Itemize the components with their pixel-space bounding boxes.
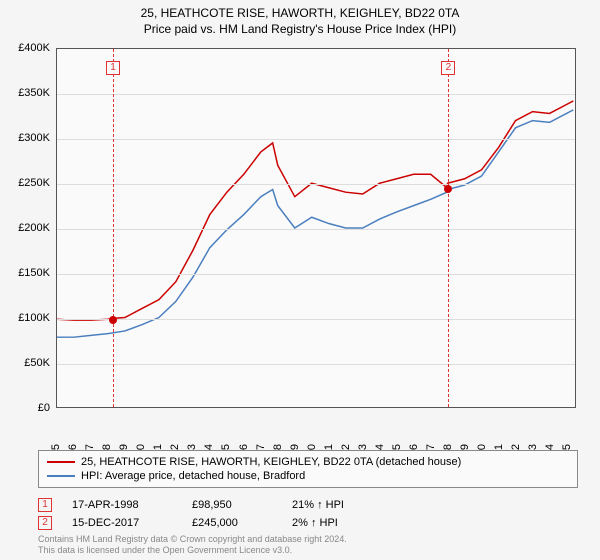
- sale-pct: 21% ↑ HPI: [292, 499, 382, 511]
- footer-line2: This data is licensed under the Open Gov…: [38, 545, 347, 556]
- legend-item: HPI: Average price, detached house, Brad…: [47, 469, 569, 483]
- sale-marker-badge: 1: [38, 498, 52, 512]
- gridline: [57, 319, 575, 320]
- y-tick-label: £300K: [18, 132, 50, 144]
- gridline: [57, 364, 575, 365]
- sale-marker-badge: 2: [38, 516, 52, 530]
- y-axis-labels: £0£50K£100K£150K£200K£250K£300K£350K£400…: [0, 48, 54, 408]
- y-tick-label: £0: [38, 402, 50, 414]
- sale-pct: 2% ↑ HPI: [292, 517, 382, 529]
- marker-line: [448, 49, 449, 407]
- gridline: [57, 139, 575, 140]
- gridline: [57, 274, 575, 275]
- y-tick-label: £400K: [18, 42, 50, 54]
- chart-title: 25, HEATHCOTE RISE, HAWORTH, KEIGHLEY, B…: [0, 0, 600, 36]
- legend-label: HPI: Average price, detached house, Brad…: [81, 470, 305, 482]
- sale-price: £245,000: [192, 517, 272, 529]
- y-tick-label: £350K: [18, 87, 50, 99]
- title-address: 25, HEATHCOTE RISE, HAWORTH, KEIGHLEY, B…: [0, 6, 600, 20]
- y-tick-label: £150K: [18, 267, 50, 279]
- legend-box: 25, HEATHCOTE RISE, HAWORTH, KEIGHLEY, B…: [38, 450, 578, 488]
- y-tick-label: £100K: [18, 312, 50, 324]
- gridline: [57, 184, 575, 185]
- title-subtitle: Price paid vs. HM Land Registry's House …: [0, 22, 600, 36]
- chart-svg: [57, 49, 575, 407]
- sale-price: £98,950: [192, 499, 272, 511]
- sale-point: [444, 185, 452, 193]
- gridline: [57, 229, 575, 230]
- gridline: [57, 94, 575, 95]
- marker-badge: 1: [106, 61, 120, 75]
- legend-swatch: [47, 461, 75, 463]
- plot-area: 12: [56, 48, 576, 408]
- sale-date: 17-APR-1998: [72, 499, 172, 511]
- series-price_paid: [57, 101, 573, 320]
- sale-date: 15-DEC-2017: [72, 517, 172, 529]
- series-hpi: [57, 110, 573, 337]
- footer-attribution: Contains HM Land Registry data © Crown c…: [38, 534, 347, 556]
- legend-swatch: [47, 475, 75, 477]
- sales-table: 1 17-APR-1998 £98,950 21% ↑ HPI 2 15-DEC-2017…: [38, 496, 578, 532]
- y-tick-label: £250K: [18, 177, 50, 189]
- sale-point: [109, 316, 117, 324]
- legend-item: 25, HEATHCOTE RISE, HAWORTH, KEIGHLEY, B…: [47, 455, 569, 469]
- y-tick-label: £200K: [18, 222, 50, 234]
- chart-container: 25, HEATHCOTE RISE, HAWORTH, KEIGHLEY, B…: [0, 0, 600, 560]
- sale-row: 2 15-DEC-2017 £245,000 2% ↑ HPI: [38, 514, 578, 532]
- legend-label: 25, HEATHCOTE RISE, HAWORTH, KEIGHLEY, B…: [81, 456, 461, 468]
- footer-line1: Contains HM Land Registry data © Crown c…: [38, 534, 347, 545]
- y-tick-label: £50K: [24, 357, 50, 369]
- marker-badge: 2: [441, 61, 455, 75]
- marker-line: [113, 49, 114, 407]
- sale-row: 1 17-APR-1998 £98,950 21% ↑ HPI: [38, 496, 578, 514]
